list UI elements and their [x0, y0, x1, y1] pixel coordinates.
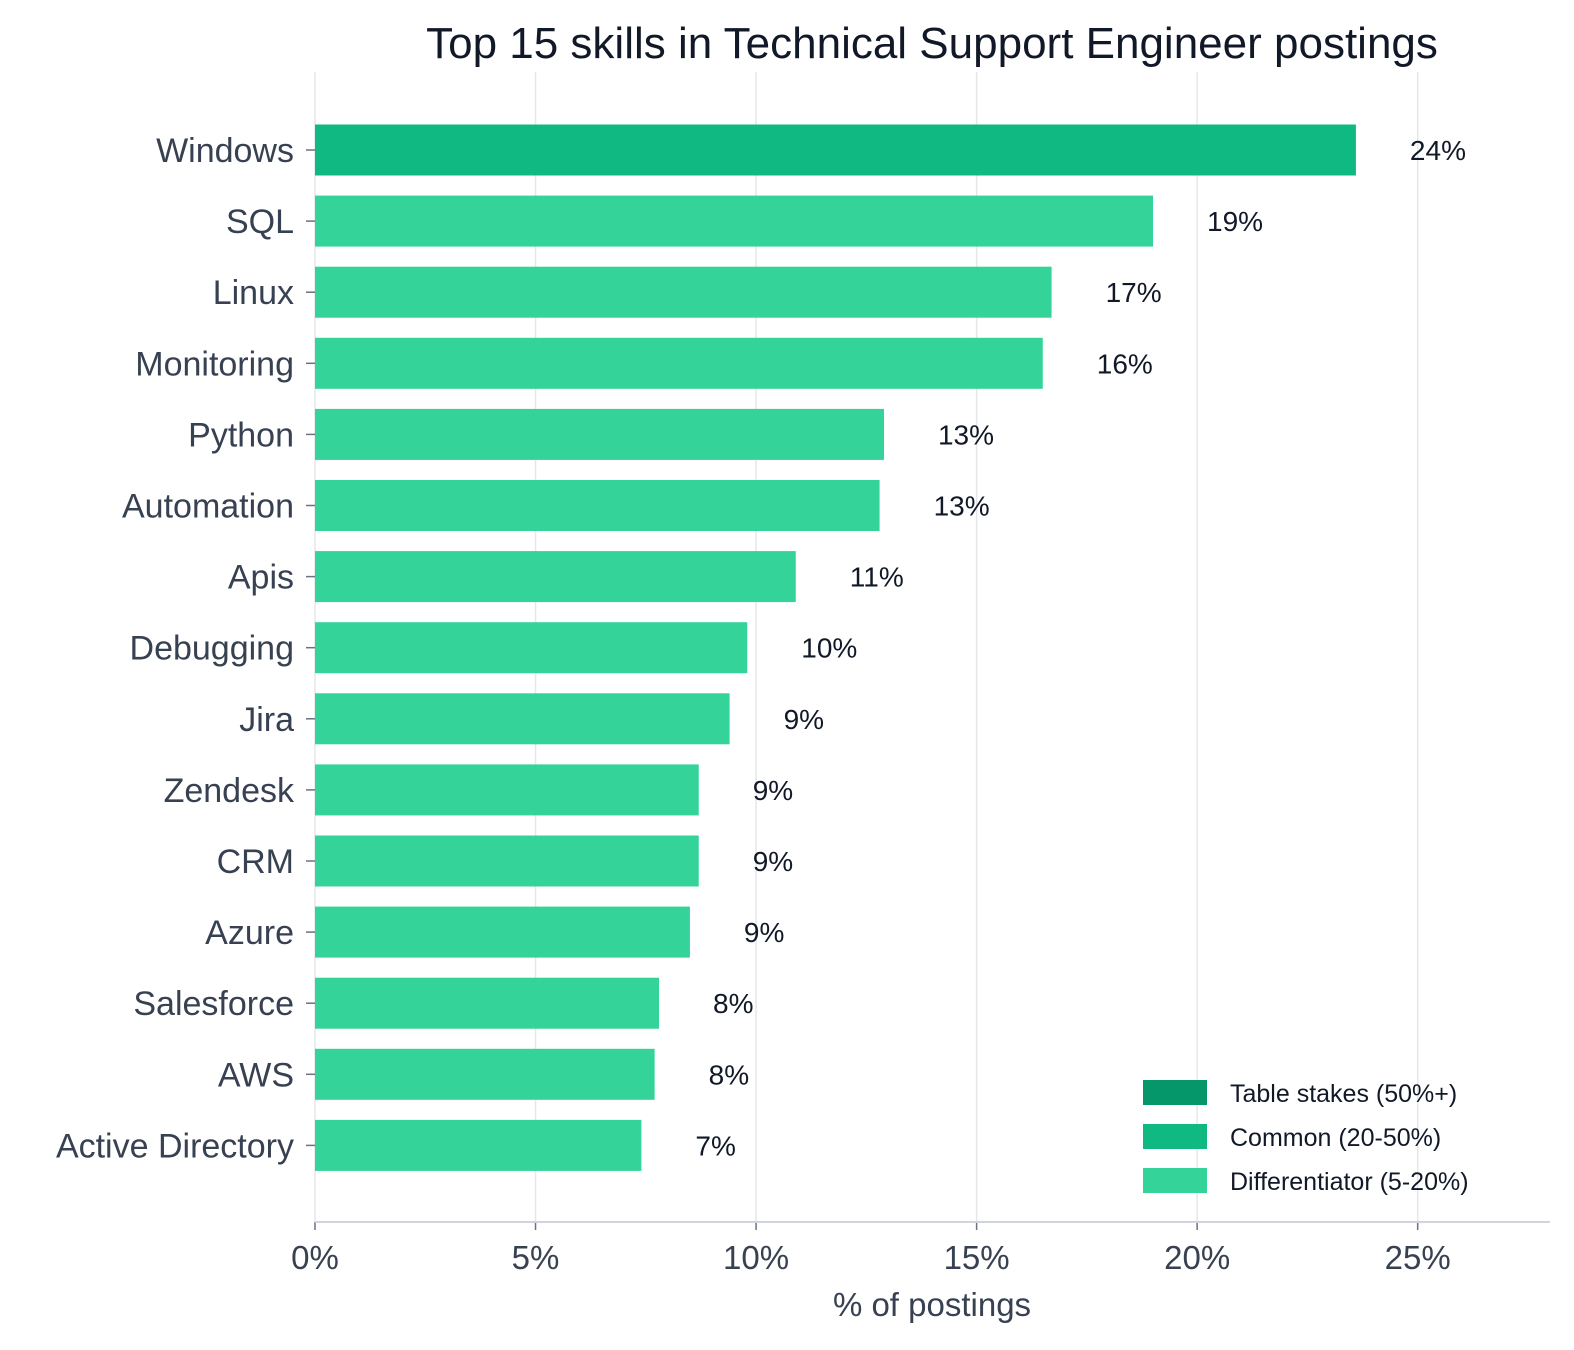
data-label: 13%	[938, 419, 994, 450]
x-tick-label: 10%	[723, 1239, 789, 1276]
bar	[315, 764, 699, 816]
data-label: 8%	[709, 1059, 749, 1090]
y-tick-label: Active Directory	[56, 1127, 294, 1165]
data-label: 19%	[1207, 206, 1263, 237]
x-tick-label: 0%	[291, 1239, 339, 1276]
bar	[315, 337, 1043, 389]
y-axis: Windows SQL Linux Monitoring Python Automatio…	[56, 132, 315, 1165]
y-tick-label: Jira	[239, 701, 294, 739]
y-tick-label: Zendesk	[164, 772, 295, 810]
x-tick-label: 20%	[1164, 1239, 1230, 1276]
y-tick-label: Azure	[205, 914, 294, 952]
y-tick-label: Monitoring	[135, 345, 294, 383]
bar	[315, 408, 884, 460]
bar	[315, 977, 660, 1029]
data-label: 24%	[1410, 135, 1466, 166]
y-tick-label: Apis	[228, 559, 294, 597]
chart-title: Top 15 skills in Technical Support Engin…	[426, 19, 1438, 68]
data-label: 9%	[753, 846, 793, 877]
y-tick-label: Salesforce	[133, 985, 294, 1023]
data-label: 8%	[713, 988, 753, 1019]
gridlines	[314, 72, 1419, 1222]
data-label: 10%	[801, 633, 857, 664]
data-label: 17%	[1106, 277, 1162, 308]
bars	[315, 124, 1356, 1171]
legend-swatch	[1143, 1124, 1207, 1149]
bar	[315, 906, 690, 958]
y-tick-label: AWS	[218, 1056, 294, 1094]
data-labels: 24% 19% 17% 16% 13% 13% 11% 10% 9% 9% 9% 9% 8% 8% 7%	[695, 135, 1466, 1161]
x-tick-label: 5%	[512, 1239, 560, 1276]
bar	[315, 1119, 642, 1171]
bar	[315, 124, 1356, 176]
x-tick-label: 15%	[944, 1239, 1010, 1276]
data-label: 7%	[695, 1130, 735, 1161]
y-tick-label: Python	[188, 416, 294, 454]
bar	[315, 693, 730, 745]
y-tick-label: Windows	[156, 132, 294, 170]
x-axis-label: % of postings	[833, 1286, 1031, 1323]
bar	[315, 835, 699, 887]
x-axis: 0% 5% 10% 15% 20% 25%	[291, 1221, 1550, 1276]
legend-swatch	[1143, 1168, 1207, 1193]
legend: Table stakes (50%+) Common (20-50%) Differ…	[1143, 1080, 1469, 1196]
data-label: 13%	[934, 491, 990, 522]
legend-label: Common (20-50%)	[1230, 1124, 1441, 1152]
bar	[315, 266, 1052, 318]
y-tick-label: Automation	[122, 488, 294, 526]
x-tick-label: 25%	[1385, 1239, 1451, 1276]
bar	[315, 480, 880, 531]
data-label: 9%	[784, 704, 824, 735]
bar	[315, 551, 796, 603]
data-label: 9%	[744, 917, 784, 948]
y-tick-label: Linux	[213, 274, 294, 312]
legend-label: Differentiator (5-20%)	[1230, 1168, 1469, 1196]
bar	[315, 622, 748, 674]
y-tick-label: SQL	[226, 203, 294, 241]
data-label: 11%	[850, 562, 904, 593]
data-label: 16%	[1097, 348, 1153, 379]
y-tick-label: CRM	[217, 843, 294, 881]
legend-swatch	[1143, 1080, 1207, 1105]
bar	[315, 195, 1154, 247]
data-label: 9%	[753, 775, 793, 806]
y-tick-label: Debugging	[130, 630, 294, 668]
legend-label: Table stakes (50%+)	[1230, 1080, 1457, 1108]
bar	[315, 1048, 655, 1100]
